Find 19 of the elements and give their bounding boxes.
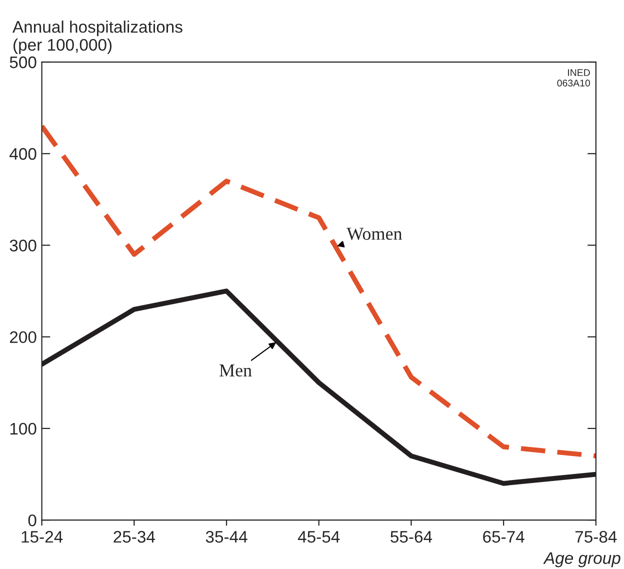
line-series [42,124,596,458]
y-axis-title: Annual hospitalizations (per 100,000) [12,20,182,54]
y-tick-label: 500 [10,56,36,68]
y-tick-label: 400 [10,148,36,160]
x-tick-label: 55-64 [390,530,432,543]
x-tick-label: 25-34 [114,530,155,543]
y-tick-label: 300 [10,240,36,252]
y-tick-label: 0 [28,514,36,526]
y-tick-label: 200 [10,331,36,344]
x-axis-title: Age group [543,552,620,568]
x-tick-label: 15-24 [22,530,63,543]
series-label: Men [219,364,252,377]
x-tick-label: 45-54 [298,531,340,543]
annotation: INED 063A10 [557,69,590,87]
y-tick-label: 100 [10,422,36,435]
x-tick-label: 35-44 [206,530,248,543]
x-tick-label: 65-74 [483,530,524,543]
series-label: Women [346,228,402,240]
x-tick-label: 75-84 [575,530,617,543]
